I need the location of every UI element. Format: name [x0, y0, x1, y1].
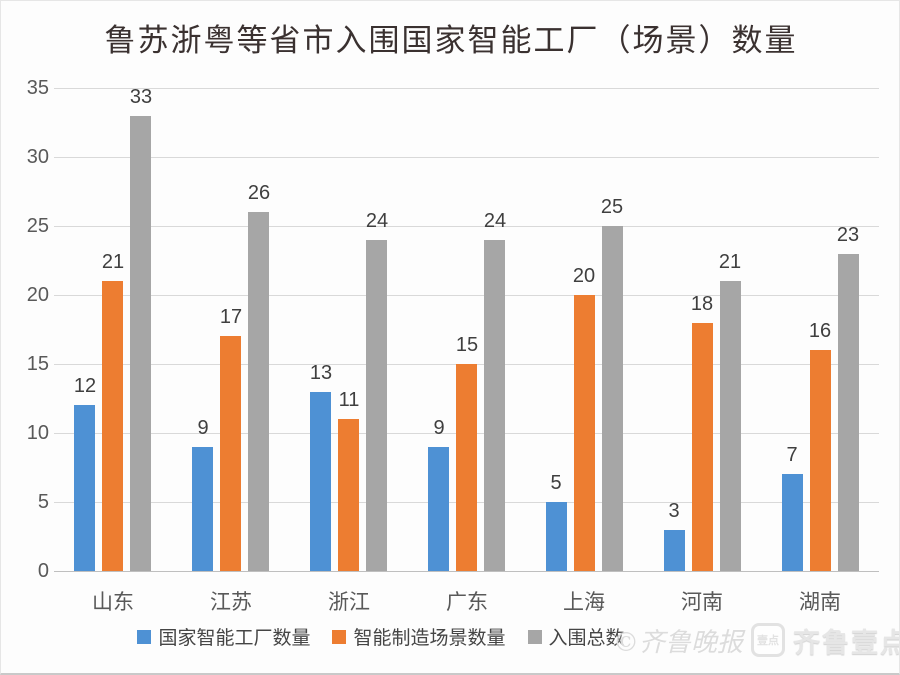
- x-axis-category-label: 江苏: [210, 591, 252, 614]
- y-axis-tick-label: 35: [26, 77, 49, 99]
- bar-value-label: 15: [455, 334, 479, 356]
- gridline: [54, 295, 879, 296]
- bar-国家智能工厂数量-江苏: [192, 447, 213, 571]
- legend-swatch-icon: [332, 629, 347, 644]
- x-axis-line: [54, 571, 879, 572]
- bar-value-label: 7: [786, 444, 798, 466]
- bar-value-label: 21: [101, 251, 125, 273]
- bar-value-label: 9: [197, 417, 209, 439]
- y-axis-tick-label: 25: [26, 215, 49, 237]
- bar-国家智能工厂数量-湖南: [782, 474, 803, 571]
- bar-国家智能工厂数量-山东: [74, 405, 95, 571]
- bar-value-label: 3: [668, 500, 680, 522]
- x-axis-category-label: 河南: [681, 591, 723, 614]
- y-axis-tick-label: 10: [26, 422, 49, 444]
- legend-swatch-icon: [527, 629, 542, 644]
- bar-value-label: 5: [550, 472, 562, 494]
- legend-item-国家智能工厂数量: 国家智能工厂数量: [137, 623, 310, 650]
- bar-入围总数-湖南: [838, 254, 859, 571]
- bar-value-label: 18: [690, 293, 714, 315]
- bar-智能制造场景数量-江苏: [220, 336, 241, 571]
- x-axis-category-label: 上海: [563, 591, 605, 614]
- bar-value-label: 25: [600, 196, 624, 218]
- bar-value-label: 17: [219, 306, 243, 328]
- chart-title: 鲁苏浙粤等省市入围国家智能工厂（场景）数量: [104, 23, 798, 58]
- bar-value-label: 13: [309, 362, 333, 384]
- bar-value-label: 16: [808, 320, 832, 342]
- gridline: [54, 226, 879, 227]
- bar-智能制造场景数量-上海: [574, 295, 595, 571]
- bar-国家智能工厂数量-上海: [546, 502, 567, 571]
- bar-智能制造场景数量-山东: [102, 281, 123, 571]
- y-axis-tick-label: 5: [37, 491, 49, 513]
- bar-智能制造场景数量-河南: [692, 323, 713, 571]
- bar-入围总数-广东: [484, 240, 505, 571]
- y-axis-tick-label: 30: [26, 146, 49, 168]
- bar-value-label: 20: [572, 265, 596, 287]
- x-axis-category-label: 浙江: [328, 591, 370, 614]
- legend-label: 智能制造场景数量: [353, 628, 506, 649]
- y-axis-tick-label: 0: [37, 560, 49, 582]
- x-axis-category-label: 山东: [92, 591, 134, 614]
- legend-item-入围总数: 入围总数: [527, 623, 625, 650]
- x-axis-category-label: 湖南: [799, 591, 841, 614]
- bar-智能制造场景数量-浙江: [338, 419, 359, 571]
- bar-入围总数-江苏: [248, 212, 269, 571]
- bar-value-label: 24: [365, 210, 389, 232]
- legend-label: 国家智能工厂数量: [158, 628, 311, 649]
- bar-value-label: 12: [73, 375, 97, 397]
- bar-value-label: 11: [338, 389, 360, 411]
- bar-value-label: 23: [836, 224, 860, 246]
- bar-国家智能工厂数量-河南: [664, 530, 685, 571]
- bar-value-label: 21: [718, 251, 742, 273]
- x-axis-category-label: 广东: [446, 591, 488, 614]
- y-axis-tick-label: 15: [26, 353, 49, 375]
- bar-入围总数-山东: [130, 116, 151, 571]
- bar-value-label: 24: [483, 210, 507, 232]
- bar-入围总数-浙江: [366, 240, 387, 571]
- bar-value-label: 26: [247, 182, 271, 204]
- bar-智能制造场景数量-广东: [456, 364, 477, 571]
- bar-入围总数-河南: [720, 281, 741, 571]
- legend-label: 入围总数: [548, 628, 625, 649]
- gridline: [54, 88, 879, 89]
- bar-value-label: 33: [129, 86, 153, 108]
- legend-item-智能制造场景数量: 智能制造场景数量: [332, 623, 506, 650]
- bar-国家智能工厂数量-广东: [428, 447, 449, 571]
- gridline: [54, 157, 879, 158]
- y-axis-tick-label: 20: [26, 284, 49, 306]
- bar-智能制造场景数量-湖南: [810, 350, 831, 571]
- chart-legend: 国家智能工厂数量 智能制造场景数量 入围总数: [1, 623, 761, 650]
- bar-value-label: 9: [433, 417, 445, 439]
- legend-swatch-icon: [137, 629, 152, 644]
- bar-国家智能工厂数量-浙江: [310, 392, 331, 571]
- bar-入围总数-上海: [602, 226, 623, 571]
